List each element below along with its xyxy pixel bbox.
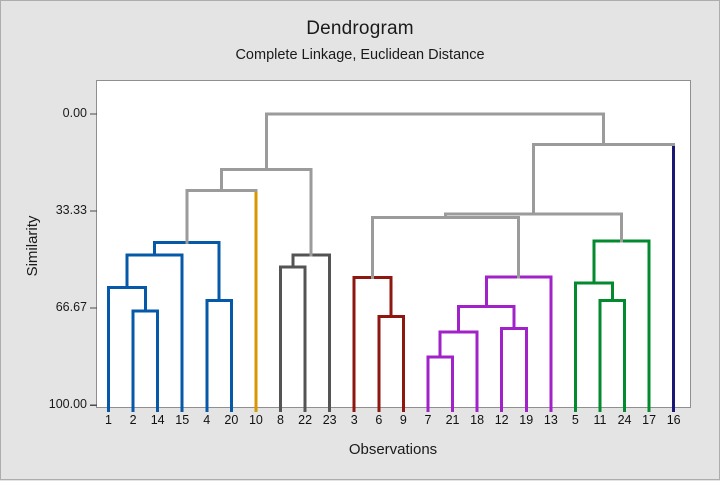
- leaf-label: 5: [571, 413, 579, 427]
- leaf-label: 16: [666, 413, 681, 427]
- leaf-label: 4: [203, 413, 211, 427]
- leaf-label: 20: [224, 413, 239, 427]
- leaf-label: 8: [277, 413, 284, 427]
- leaf-label: 7: [424, 413, 432, 427]
- leaf-label: 13: [543, 413, 558, 427]
- leaf-label: 17: [642, 413, 657, 427]
- leaf-label: 19: [519, 413, 534, 427]
- leaf-label: 1: [105, 413, 112, 427]
- leaf-label: 18: [470, 413, 485, 427]
- leaf-label: 3: [350, 413, 358, 427]
- leaf-label: 6: [375, 413, 383, 427]
- y-tick-label: 66.67: [55, 300, 87, 315]
- leaf-label: 24: [617, 413, 632, 427]
- chart-title: Dendrogram: [306, 18, 414, 39]
- leaf-label: 2: [129, 413, 137, 427]
- leaf-label: 15: [175, 413, 190, 427]
- x-axis-label: Observations: [348, 441, 438, 458]
- leaf-label: 12: [494, 413, 509, 427]
- leaf-label: 23: [322, 413, 337, 427]
- leaf-label: 14: [150, 413, 165, 427]
- leaf-label: 9: [399, 413, 407, 427]
- y-axis-label: Similarity: [24, 215, 41, 277]
- leaf-label: 22: [298, 413, 313, 427]
- leaf-label: 11: [593, 413, 607, 427]
- y-tick-label: 100.00: [48, 397, 87, 412]
- chart-subtitle: Complete Linkage, Euclidean Distance: [235, 47, 485, 63]
- leaf-label: 10: [248, 413, 263, 427]
- leaf-label: 21: [445, 413, 460, 427]
- y-tick-label: 0.00: [62, 106, 87, 120]
- y-tick-label: 33.33: [55, 203, 87, 218]
